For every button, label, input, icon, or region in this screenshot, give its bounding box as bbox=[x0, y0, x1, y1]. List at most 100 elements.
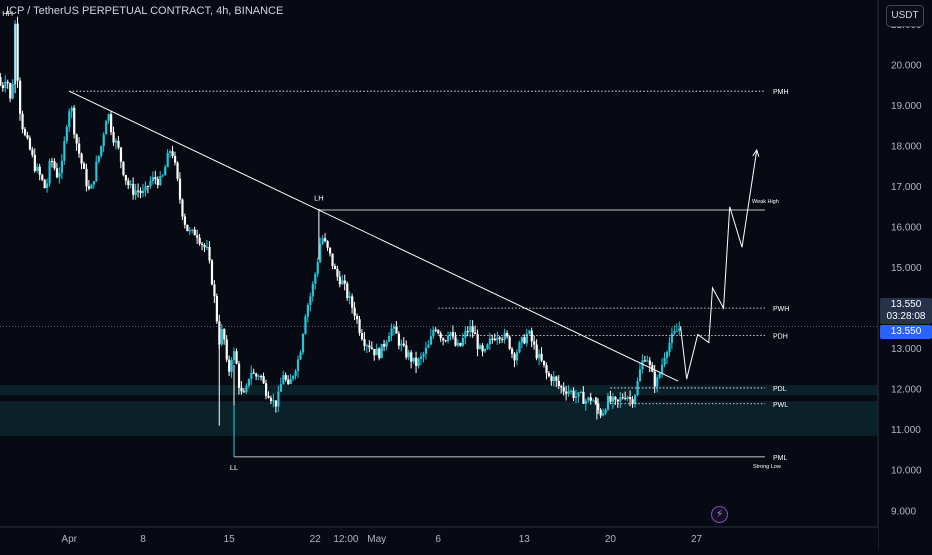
candle-body bbox=[447, 336, 450, 342]
candle-body bbox=[178, 178, 182, 200]
candle-body bbox=[673, 330, 676, 334]
candle-body bbox=[594, 400, 597, 404]
candle-body bbox=[68, 111, 71, 128]
levels-layer bbox=[0, 90, 878, 458]
candle-body bbox=[82, 163, 86, 169]
candle-body bbox=[48, 161, 51, 184]
candle-body bbox=[656, 377, 659, 387]
candle-body bbox=[159, 176, 162, 186]
candle-body bbox=[6, 81, 9, 84]
candle-body bbox=[176, 162, 179, 179]
price-tick-label: 12.000 bbox=[891, 385, 922, 396]
candle-body bbox=[70, 107, 73, 112]
time-axis-panel[interactable] bbox=[0, 527, 878, 550]
candle-body bbox=[156, 179, 159, 186]
candle-body bbox=[488, 338, 492, 345]
candle-body bbox=[545, 364, 548, 374]
candle-body bbox=[392, 326, 396, 329]
candle-body bbox=[31, 149, 34, 156]
candle-body bbox=[552, 376, 556, 382]
demand-zone-0 bbox=[0, 401, 878, 436]
candle-body bbox=[247, 378, 250, 386]
candle-body bbox=[491, 338, 494, 340]
candles-layer bbox=[0, 16, 681, 457]
candle-body bbox=[326, 241, 329, 248]
candle-body bbox=[201, 243, 204, 245]
candle-body bbox=[461, 337, 464, 346]
price-tick-label: 18.000 bbox=[891, 141, 922, 152]
candle-body bbox=[203, 244, 206, 248]
candle-body bbox=[235, 351, 238, 364]
candle-body bbox=[523, 337, 526, 344]
candle-body bbox=[360, 332, 364, 340]
candle-body bbox=[570, 390, 573, 392]
candle-body bbox=[444, 340, 447, 342]
candle-body bbox=[390, 328, 393, 337]
time-tick-label: 6 bbox=[435, 534, 441, 545]
candle-body bbox=[533, 341, 536, 345]
candle-body bbox=[149, 180, 152, 187]
price-tick-label: 9.000 bbox=[891, 506, 916, 517]
currency-button[interactable]: USDT bbox=[886, 5, 924, 27]
candle-body bbox=[557, 380, 560, 387]
candle-body bbox=[154, 177, 157, 180]
candle-body bbox=[518, 342, 521, 353]
candle-body bbox=[343, 280, 346, 284]
price-tick-label: 16.000 bbox=[891, 223, 922, 234]
price-axis-panel[interactable] bbox=[878, 0, 932, 550]
candle-body bbox=[169, 151, 172, 153]
candle-body bbox=[437, 330, 440, 334]
candle-body bbox=[134, 190, 137, 195]
candle-body bbox=[515, 352, 519, 361]
candle-body bbox=[11, 84, 14, 99]
candle-body bbox=[481, 345, 484, 352]
candle-body bbox=[220, 329, 223, 345]
candle-body bbox=[314, 274, 317, 284]
candle-body bbox=[417, 358, 420, 366]
candle-body bbox=[0, 77, 2, 86]
candle-body bbox=[114, 140, 118, 143]
level-label-pdh: PDH bbox=[773, 334, 788, 341]
candle-body bbox=[333, 265, 337, 270]
candle-body bbox=[237, 363, 241, 388]
candle-body bbox=[606, 396, 610, 410]
candle-body bbox=[385, 341, 388, 347]
candle-body bbox=[474, 332, 477, 335]
lightning-icon[interactable]: ⚡ bbox=[711, 506, 728, 523]
candle-body bbox=[358, 319, 361, 333]
candle-body bbox=[638, 369, 642, 382]
candle-body bbox=[137, 190, 140, 192]
candle-body bbox=[670, 333, 674, 343]
candle-body bbox=[16, 23, 19, 81]
candle-body bbox=[353, 307, 356, 316]
swing-label-lh: LH bbox=[314, 194, 324, 203]
candle-body bbox=[46, 183, 49, 189]
candle-body bbox=[678, 328, 681, 331]
time-axis[interactable]: Apr 8 15 22 12:00 May 6 13 20 27 bbox=[61, 534, 702, 545]
candle-body bbox=[464, 331, 467, 338]
candle-body bbox=[282, 375, 285, 385]
candle-body bbox=[230, 359, 233, 372]
candle-body bbox=[304, 316, 307, 335]
candle-body bbox=[73, 107, 76, 135]
candle-body bbox=[85, 168, 88, 187]
candle-body bbox=[80, 153, 83, 164]
candle-body bbox=[252, 372, 255, 374]
candle-body bbox=[269, 397, 273, 401]
candle-body bbox=[454, 336, 457, 346]
candle-body bbox=[316, 262, 319, 275]
candle-body bbox=[419, 356, 423, 359]
candle-body bbox=[186, 224, 189, 231]
level-label-pml: PML bbox=[773, 455, 788, 462]
candle-body bbox=[373, 348, 376, 356]
candle-body bbox=[117, 140, 120, 148]
candle-body bbox=[55, 168, 59, 178]
candle-body bbox=[139, 191, 142, 194]
candle-body bbox=[299, 352, 302, 360]
candle-body bbox=[292, 375, 295, 380]
candle-body bbox=[624, 397, 627, 399]
candle-body bbox=[287, 379, 290, 385]
